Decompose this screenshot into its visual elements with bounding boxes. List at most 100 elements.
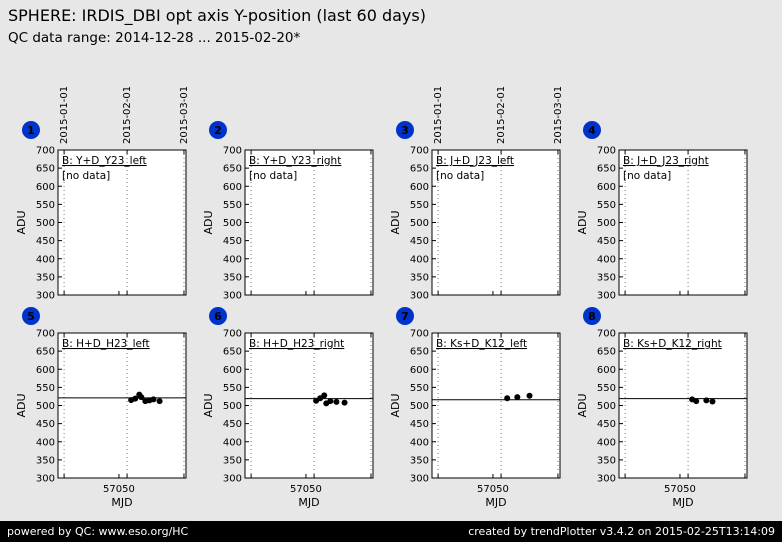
y-tick-label: 350 <box>36 272 55 283</box>
data-point <box>504 395 511 402</box>
data-point <box>703 397 710 404</box>
y-tick-label: 700 <box>36 146 55 157</box>
y-tick-label: 400 <box>410 254 429 265</box>
plot-number-badge[interactable]: 7 <box>396 307 414 325</box>
y-tick-label: 500 <box>223 401 242 412</box>
plot-label: B: H+D_H23_right <box>249 338 344 350</box>
plot-label: B: Y+D_Y23_left <box>62 155 147 167</box>
y-tick-label: 650 <box>410 164 429 175</box>
y-tick-label: 600 <box>223 365 242 376</box>
plot-number-badge[interactable]: 3 <box>396 121 414 139</box>
plot-number-badge[interactable]: 1 <box>22 121 40 139</box>
plot-frame <box>618 332 748 479</box>
y-tick-label: 300 <box>223 474 242 485</box>
plot-label: B: J+D_J23_left <box>436 155 514 167</box>
plot-frame <box>244 149 374 296</box>
y-tick-label: 450 <box>410 419 429 430</box>
plot-label: B: J+D_J23_right <box>623 155 709 167</box>
data-point <box>132 395 139 402</box>
y-tick-label: 350 <box>36 455 55 466</box>
y-tick-label: 550 <box>597 200 616 211</box>
y-tick-label: 650 <box>410 347 429 358</box>
y-tick-label: 350 <box>223 272 242 283</box>
footer-powered-by-link[interactable]: powered by QC: www.eso.org/HC <box>7 525 189 538</box>
y-axis-label: ADU <box>15 393 28 417</box>
y-tick-label: 600 <box>597 365 616 376</box>
y-tick-label: 450 <box>597 419 616 430</box>
y-tick-label: 300 <box>410 291 429 302</box>
y-tick-label: 600 <box>36 365 55 376</box>
plot-frame <box>618 149 748 296</box>
y-tick-label: 600 <box>223 182 242 193</box>
data-point <box>514 394 521 401</box>
plot-label: B: Ks+D_K12_left <box>436 338 527 350</box>
date-tick-label: 2015-01-01 <box>433 86 444 144</box>
plot-number-badge[interactable]: 5 <box>22 307 40 325</box>
y-tick-label: 600 <box>410 365 429 376</box>
y-tick-label: 700 <box>410 146 429 157</box>
no-data-text: [no data] <box>62 170 110 182</box>
y-tick-label: 500 <box>410 218 429 229</box>
page-title: SPHERE: IRDIS_DBI opt axis Y-position (l… <box>8 6 426 25</box>
y-tick-label: 450 <box>36 419 55 430</box>
x-tick-label: 57050 <box>103 484 135 495</box>
y-tick-label: 650 <box>597 347 616 358</box>
plot-number-badge[interactable]: 6 <box>209 307 227 325</box>
data-point <box>138 394 145 401</box>
y-axis-label: ADU <box>389 210 402 234</box>
y-tick-label: 450 <box>597 236 616 247</box>
qc-data-range: QC data range: 2014-12-28 ... 2015-02-20… <box>8 30 301 46</box>
y-tick-label: 650 <box>36 347 55 358</box>
y-tick-label: 550 <box>36 383 55 394</box>
y-tick-label: 600 <box>597 182 616 193</box>
plot-number: 1 <box>27 124 35 137</box>
data-point <box>327 398 334 405</box>
y-tick-label: 700 <box>597 146 616 157</box>
y-axis-label: ADU <box>389 393 402 417</box>
y-tick-label: 350 <box>597 272 616 283</box>
y-tick-label: 500 <box>597 218 616 229</box>
y-axis-label: ADU <box>202 210 215 234</box>
plot-frame <box>244 332 374 479</box>
y-tick-label: 450 <box>223 419 242 430</box>
y-tick-label: 500 <box>410 401 429 412</box>
plot-number: 6 <box>214 310 222 323</box>
y-tick-label: 600 <box>410 182 429 193</box>
y-tick-label: 550 <box>597 383 616 394</box>
data-point <box>526 392 533 399</box>
plot-number-badge[interactable]: 4 <box>583 121 601 139</box>
plot-number-badge[interactable]: 2 <box>209 121 227 139</box>
footer-created-by: created by trendPlotter v3.4.2 on 2015-0… <box>468 525 775 538</box>
y-axis-label: ADU <box>202 393 215 417</box>
y-tick-label: 450 <box>410 236 429 247</box>
y-tick-label: 500 <box>36 401 55 412</box>
y-tick-label: 400 <box>36 437 55 448</box>
y-tick-label: 400 <box>36 254 55 265</box>
y-axis-label: ADU <box>15 210 28 234</box>
y-tick-label: 350 <box>410 272 429 283</box>
y-tick-label: 350 <box>223 455 242 466</box>
y-tick-label: 450 <box>36 236 55 247</box>
plot-frame <box>431 149 561 296</box>
y-tick-label: 400 <box>223 254 242 265</box>
x-tick-label: 57050 <box>664 484 696 495</box>
plot-frame <box>431 332 561 479</box>
y-tick-label: 400 <box>410 437 429 448</box>
y-tick-label: 650 <box>223 164 242 175</box>
plot-number-badge[interactable]: 8 <box>583 307 601 325</box>
plot-number: 5 <box>27 310 35 323</box>
date-tick-label: 2015-03-01 <box>179 86 190 144</box>
y-tick-label: 700 <box>410 329 429 340</box>
plot-number: 8 <box>588 310 596 323</box>
date-tick-label: 2015-01-01 <box>59 86 70 144</box>
y-tick-label: 700 <box>223 146 242 157</box>
data-point <box>150 396 157 403</box>
